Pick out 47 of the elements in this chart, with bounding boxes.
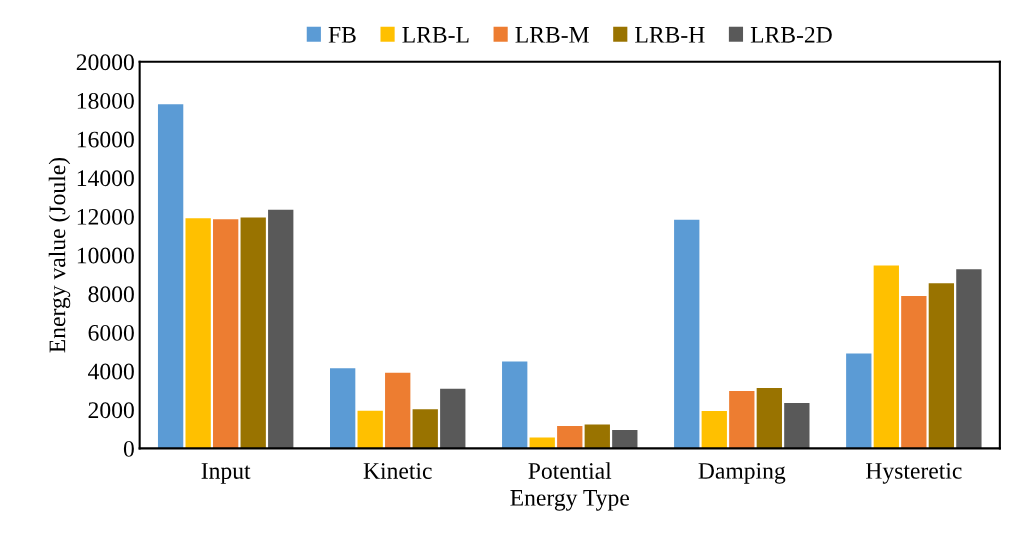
bar (157, 104, 184, 449)
y-tick-label: 8000 (88, 286, 134, 303)
legend-label: LRB-H (635, 27, 705, 43)
bar (330, 368, 356, 449)
bar (213, 219, 239, 449)
legend-label: LRB-M (515, 27, 589, 43)
bar (385, 372, 411, 449)
bar (584, 424, 610, 449)
x-tick-label: Damping (698, 462, 786, 484)
y-tick-label: 20000 (76, 54, 134, 71)
y-tick-label: 6000 (88, 324, 134, 341)
bar (185, 218, 211, 449)
y-tick-label: 0 (123, 440, 134, 457)
x-tick-label: Potential (528, 462, 612, 479)
y-tick-label: 4000 (88, 363, 134, 380)
legend-label: LRB-L (402, 27, 469, 43)
bar (268, 209, 294, 449)
bar (729, 390, 755, 449)
legend-label: FB (328, 27, 356, 43)
bar (756, 387, 782, 449)
bar (928, 283, 955, 449)
bar (846, 353, 872, 449)
bar (701, 410, 727, 449)
bar (956, 269, 982, 449)
legend-label: LRB-2D (750, 26, 832, 43)
y-tick-label: 2000 (88, 402, 134, 419)
bar (412, 409, 438, 449)
bar (612, 430, 638, 449)
bar (557, 425, 583, 449)
bar (440, 388, 466, 449)
x-axis-title: Energy Type (510, 490, 629, 511)
y-axis-title: Energy value (Joule) (48, 157, 71, 353)
y-tick-label: 18000 (77, 92, 134, 109)
bar (901, 296, 927, 449)
y-tick-label: 14000 (77, 170, 134, 187)
y-tick-label: 16000 (77, 131, 134, 148)
x-tick-label: Input (201, 463, 251, 484)
y-tick-label: 10000 (77, 247, 134, 264)
bar (873, 265, 899, 449)
bar (784, 402, 810, 449)
y-tick-label: 12000 (77, 208, 134, 225)
bar (502, 361, 528, 449)
x-tick-label: Kinetic (363, 463, 432, 479)
bar (357, 410, 383, 449)
x-tick-label: Hysteretic (866, 462, 962, 484)
bar (674, 219, 700, 449)
bar (240, 217, 266, 449)
